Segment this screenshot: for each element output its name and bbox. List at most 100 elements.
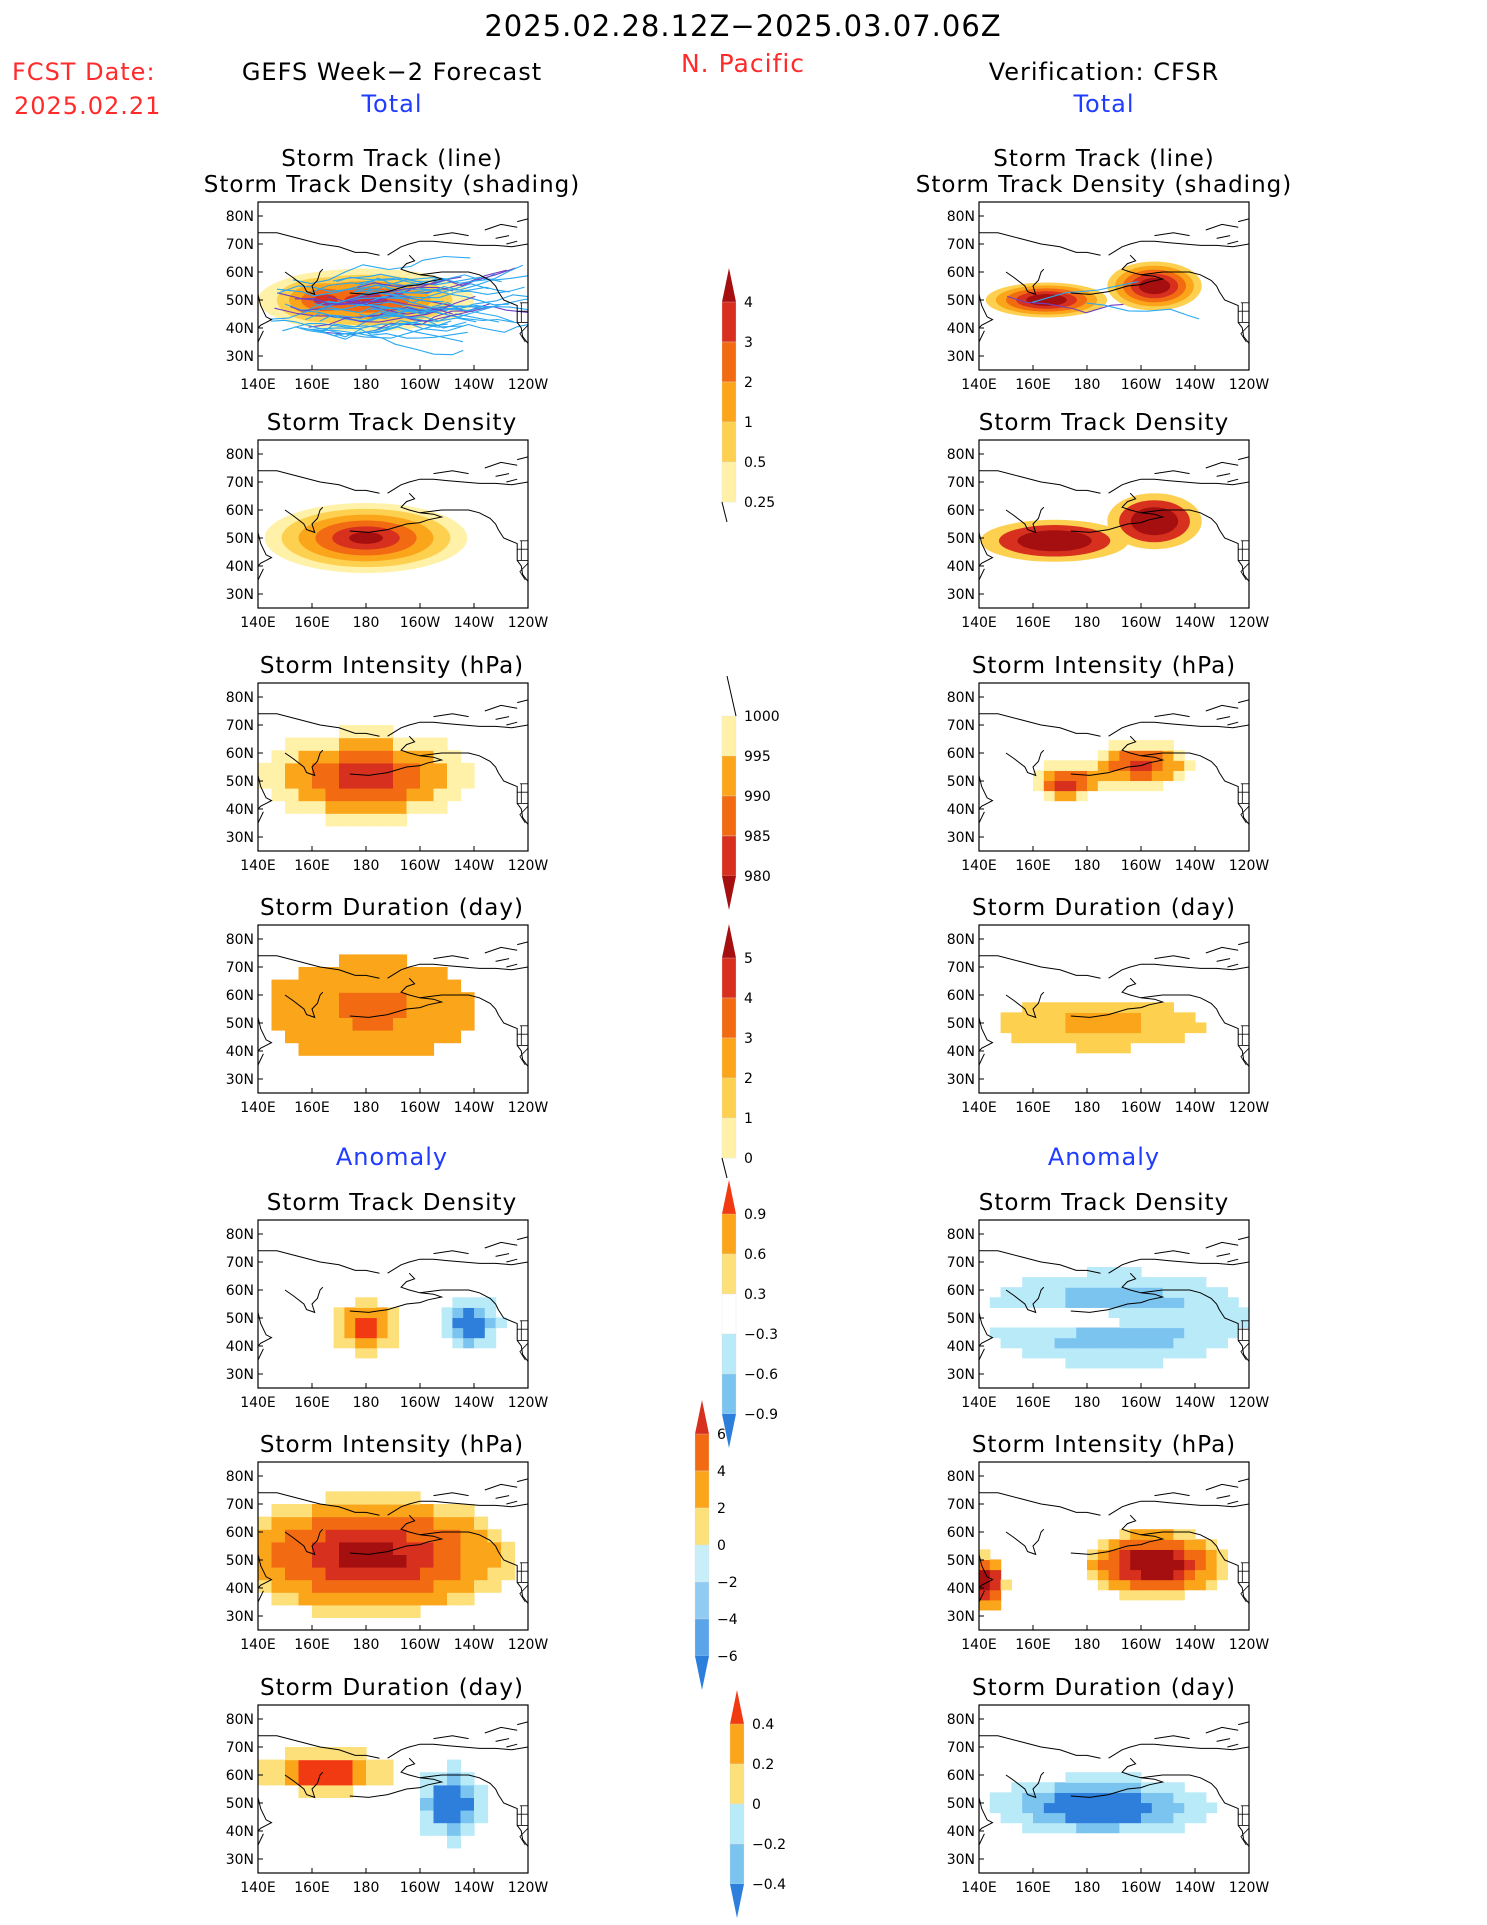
grid-cell xyxy=(1108,1277,1120,1288)
grid-cell xyxy=(447,1567,462,1581)
grid-cell xyxy=(376,1327,389,1339)
colorbar-label: −2 xyxy=(717,1575,738,1591)
grid-cell xyxy=(258,1579,273,1593)
colorbar-segment xyxy=(721,341,737,383)
grid-cell xyxy=(420,1567,435,1581)
coastlines xyxy=(979,1721,1249,1847)
colorbar-label: 0.6 xyxy=(744,1247,766,1263)
grid-cell xyxy=(393,1529,408,1543)
density-contour xyxy=(349,532,383,544)
x-tick-label: 160W xyxy=(1121,1880,1162,1896)
fcst-label: FCST Date: xyxy=(12,58,156,86)
y-tick-label: 80N xyxy=(947,932,975,948)
grid-cell xyxy=(393,1030,408,1044)
grid-cell xyxy=(1162,1569,1174,1581)
grid-cell xyxy=(1130,1307,1142,1319)
grid-cell xyxy=(1195,1317,1207,1329)
grid-cell xyxy=(1119,1549,1131,1561)
x-tick-label: 160E xyxy=(1015,377,1051,393)
coastlines xyxy=(258,1478,528,1604)
grid-cell xyxy=(1022,1032,1034,1044)
coastline xyxy=(258,1250,380,1274)
grid-cell xyxy=(463,1297,475,1308)
coastline xyxy=(1108,963,1249,979)
x-tick-label: 120W xyxy=(508,1395,549,1411)
storm-track xyxy=(1007,295,1124,314)
grid-cell xyxy=(325,1030,340,1044)
grid-cell xyxy=(312,737,327,751)
grid-cell xyxy=(366,1004,381,1018)
grid-cell xyxy=(1108,1347,1120,1359)
grid-cell xyxy=(344,1317,356,1329)
grid-cell xyxy=(979,1579,991,1591)
y-tick-label: 40N xyxy=(947,1824,975,1840)
colorbar-intensity_anom: 6 4 2 0 −2 −4 −6 xyxy=(694,1400,738,1690)
grid-cell xyxy=(1130,740,1142,751)
grid-cell xyxy=(285,762,300,776)
grid-cell xyxy=(1054,1002,1066,1013)
grid-cell xyxy=(1173,760,1185,771)
grid-cell xyxy=(433,1554,448,1568)
grid-cell xyxy=(1205,1802,1218,1814)
grid-cell xyxy=(420,1579,435,1593)
grid-cell xyxy=(1108,1812,1120,1824)
grid-cell xyxy=(258,1516,273,1530)
grid-cell xyxy=(271,762,286,776)
grid-cell xyxy=(1195,1579,1207,1591)
grid-cell xyxy=(420,1784,435,1798)
grid-cell xyxy=(501,1541,516,1555)
y-tick-label: 80N xyxy=(226,1712,254,1728)
grid-cell xyxy=(433,1822,448,1836)
grid-cell xyxy=(1151,750,1164,761)
grid-cell xyxy=(1033,1782,1045,1793)
grid-cell xyxy=(1119,1569,1131,1581)
grid-cell xyxy=(1162,1529,1174,1540)
coastline xyxy=(506,963,518,968)
coastline xyxy=(1227,478,1239,483)
grid-cell xyxy=(406,1491,421,1505)
y-tick-label: 60N xyxy=(947,1768,975,1784)
grid-cell xyxy=(420,1592,435,1606)
grid-cell xyxy=(463,1337,475,1349)
state-border xyxy=(519,324,528,343)
grid-cell xyxy=(339,992,354,1006)
grid-cell xyxy=(460,1541,475,1555)
grid-cell xyxy=(339,954,354,968)
coastline xyxy=(1121,492,1142,514)
coastlines xyxy=(979,218,1249,344)
storm-track xyxy=(282,320,452,332)
grid-cell xyxy=(1205,1287,1218,1298)
map-panel-cfsr-anom-intensity: Storm Intensity (hPa) 140E 160E 180 160W 140W… xyxy=(947,1432,1270,1653)
grid-cell xyxy=(352,1592,367,1606)
grid-cell xyxy=(312,1504,327,1518)
region-label: N. Pacific xyxy=(681,49,805,78)
storm-track-lines xyxy=(269,255,528,356)
map-panel-gefs-total-track: Storm Track (line)Storm Track Density (s… xyxy=(204,146,579,393)
grid-cell xyxy=(258,1554,273,1568)
grid-cell xyxy=(355,1297,367,1308)
coastline xyxy=(1005,506,1045,534)
grid-cell xyxy=(1065,770,1077,782)
colorbar-segment xyxy=(694,1433,710,1472)
coastline xyxy=(506,1500,518,1505)
colorbar-label: 985 xyxy=(744,829,771,845)
coastline xyxy=(1238,218,1249,223)
grid-cell xyxy=(1141,1337,1153,1349)
y-tick-label: 40N xyxy=(226,1339,254,1355)
grid-cell xyxy=(1205,1539,1218,1550)
grid-cell xyxy=(463,1307,475,1319)
grid-cell xyxy=(1033,1822,1045,1834)
grid-cell xyxy=(271,788,286,802)
grid-cell xyxy=(1033,1337,1045,1349)
grid-cell xyxy=(1151,1002,1164,1013)
right-anomaly-label: Anomaly xyxy=(1048,1143,1160,1171)
y-tick-label: 60N xyxy=(226,1768,254,1784)
x-tick-label: 120W xyxy=(1229,1100,1270,1116)
coastline xyxy=(1154,1250,1190,1255)
grid-cell xyxy=(325,813,340,827)
grid-cell xyxy=(406,1504,421,1518)
grid-cell xyxy=(271,992,286,1006)
coastline xyxy=(349,274,444,295)
grid-cell xyxy=(1054,1277,1066,1288)
grid-cell xyxy=(979,1569,991,1581)
